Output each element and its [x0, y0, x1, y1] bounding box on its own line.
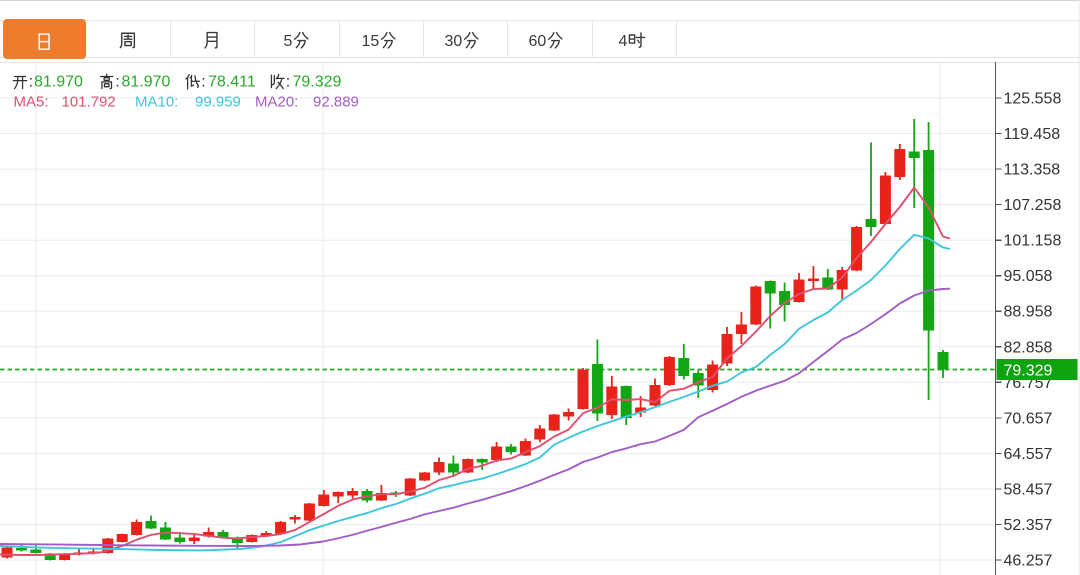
- svg-text:125.558: 125.558: [1004, 91, 1062, 108]
- svg-text:70.657: 70.657: [1004, 410, 1053, 427]
- svg-text:52.357: 52.357: [1004, 517, 1053, 534]
- svg-text:82.858: 82.858: [1004, 339, 1053, 356]
- svg-text:107.258: 107.258: [1004, 197, 1062, 214]
- svg-text::: :: [29, 74, 33, 91]
- svg-text:78.411: 78.411: [208, 74, 256, 91]
- svg-text:MA5:101.792: MA5: 101.792: [14, 94, 116, 111]
- svg-text:95.058: 95.058: [1004, 268, 1053, 285]
- svg-text:119.458: 119.458: [1004, 126, 1061, 143]
- svg-text:64.557: 64.557: [1004, 446, 1053, 463]
- svg-text:MA10:99.959: MA10: 99.959: [135, 94, 241, 111]
- svg-text:81.970: 81.970: [122, 74, 171, 91]
- svg-text:79.329: 79.329: [293, 74, 342, 91]
- svg-text:101.158: 101.158: [1004, 233, 1062, 250]
- svg-text::: :: [286, 74, 290, 91]
- svg-text:81.970: 81.970: [34, 74, 83, 91]
- svg-text::: :: [201, 74, 205, 91]
- svg-text:4: 4: [619, 33, 628, 50]
- svg-text:MA20:92.889: MA20: 92.889: [255, 94, 359, 111]
- svg-text:79.329: 79.329: [1004, 363, 1053, 380]
- svg-text:15: 15: [362, 33, 380, 50]
- svg-text:60: 60: [529, 33, 547, 50]
- svg-text:30: 30: [445, 33, 463, 50]
- svg-text:113.358: 113.358: [1004, 162, 1061, 179]
- svg-text::: :: [115, 74, 119, 91]
- svg-text:5: 5: [284, 33, 293, 50]
- svg-text:46.257: 46.257: [1004, 553, 1053, 570]
- svg-text:58.457: 58.457: [1004, 481, 1053, 498]
- svg-text:88.958: 88.958: [1004, 304, 1053, 321]
